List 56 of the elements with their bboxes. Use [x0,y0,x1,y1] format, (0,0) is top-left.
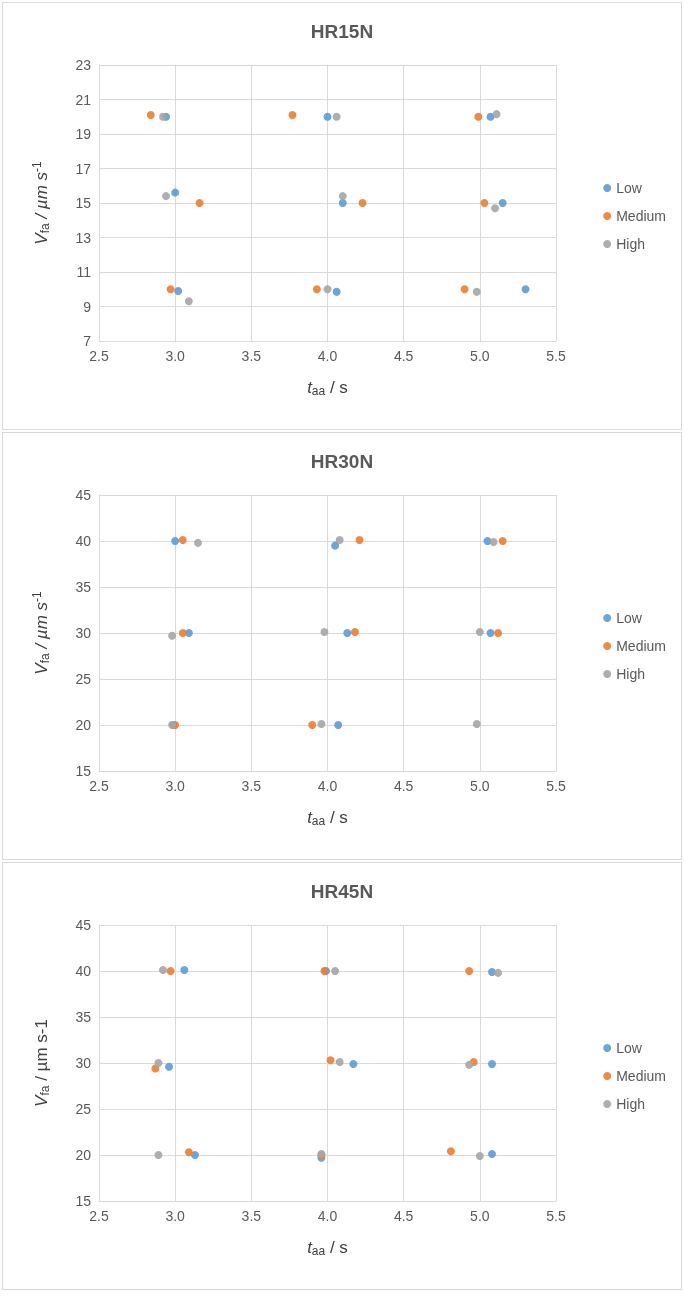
x-tick-label: 2.5 [89,348,109,364]
y-tick-label: 35 [75,1009,92,1025]
x-tick-label: 3.0 [165,348,186,364]
x-tick-label: 5.5 [546,348,566,364]
y-tick-label: 25 [75,1101,92,1117]
y-tick-label: 40 [75,533,92,549]
x-tick-label: 5.5 [546,778,566,794]
x-tick-label: 2.5 [89,1208,109,1224]
legend-label: Low [616,610,643,626]
y-tick-label: 25 [75,671,92,687]
x-tick-label: 4.0 [317,1208,338,1224]
x-tick-label: 4.5 [393,1208,414,1224]
legend-label: High [616,236,645,252]
chart-title: HR30N [310,451,374,472]
x-tick-label: 3.5 [241,778,262,794]
x-tick-label: 4.0 [317,348,338,364]
y-tick-label: 21 [75,91,92,108]
y-tick-label: 11 [76,264,92,280]
y-tick-label: 23 [75,57,92,73]
x-tick-label: 2.5 [89,778,109,794]
y-tick-label: 40 [75,963,92,979]
legend-label: Medium [616,1068,666,1084]
y-tick-label: 19 [75,126,92,142]
x-tick-label: 5.0 [470,1208,490,1224]
y-tick-label: 45 [75,917,92,933]
y-tick-label: 13 [75,229,92,246]
legend-label: Low [616,1040,643,1056]
x-tick-label: 3.0 [165,778,186,794]
x-tick-label: 4.5 [393,348,414,364]
chart-title: HR15N [310,21,374,42]
x-tick-label: 3.5 [241,348,262,364]
y-tick-label: 45 [75,487,92,503]
y-tick-label: 15 [75,763,92,779]
y-tick-label: 9 [83,298,92,315]
legend-label: High [616,1096,645,1112]
y-tick-label: 7 [83,333,92,349]
legend-label: High [616,666,645,682]
x-tick-label: 3.0 [165,1208,186,1224]
y-tick-label: 15 [75,195,92,211]
legend-label: Low [616,180,643,196]
y-tick-label: 15 [75,1193,92,1209]
chart-title: HR45N [310,881,374,902]
x-tick-label: 4.0 [317,778,338,794]
y-tick-label: 30 [75,1055,92,1071]
y-tick-label: 20 [75,1147,92,1163]
x-tick-label: 4.5 [393,778,414,794]
legend-label: Medium [616,638,666,654]
y-tick-label: 20 [75,717,92,733]
y-tick-label: 17 [75,160,92,177]
legend-label: Medium [616,208,666,224]
x-tick-label: 5.5 [546,1208,566,1224]
x-tick-label: 5.0 [470,348,490,364]
y-tick-label: 35 [75,579,92,595]
x-tick-label: 5.0 [470,778,490,794]
x-tick-label: 3.5 [241,1208,262,1224]
y-tick-label: 30 [75,625,92,641]
